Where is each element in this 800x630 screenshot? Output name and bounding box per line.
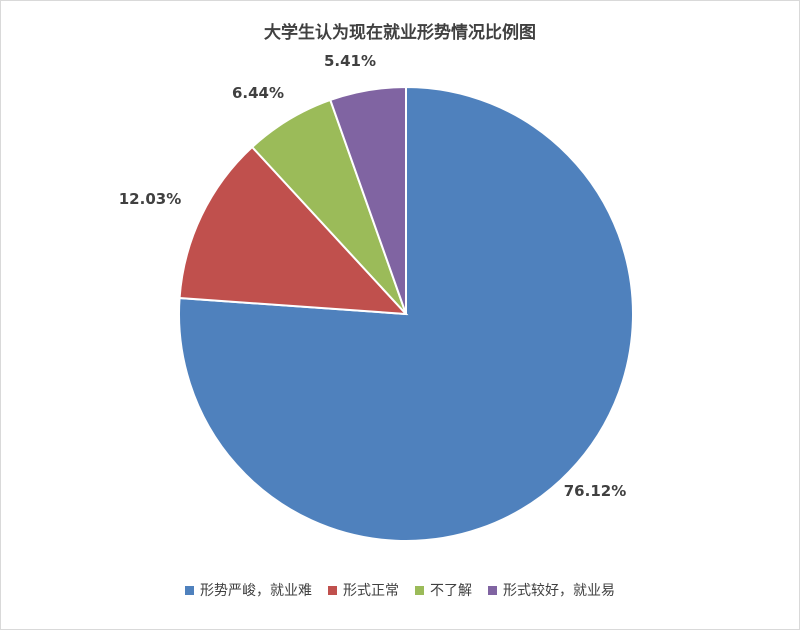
legend: 形势严峻，就业难 形式正常 不了解 形式较好，就业易: [0, 580, 800, 600]
data-label-severe: 76.12%: [564, 482, 626, 500]
pie-slice-good: [329, 85, 407, 315]
legend-item-normal: 形式正常: [328, 580, 399, 600]
chart-title: 大学生认为现在就业形势情况比例图: [264, 23, 536, 43]
legend-swatch-normal: [328, 585, 337, 595]
pie-slice-severe: [178, 85, 634, 542]
legend-swatch-unknown: [415, 585, 424, 595]
legend-label-unknown: 不了解: [430, 583, 472, 599]
pie-slice-normal: [178, 145, 409, 316]
legend-label-good: 形式较好，就业易: [503, 583, 615, 599]
legend-swatch-good: [488, 585, 497, 595]
legend-label-normal: 形式正常: [343, 583, 399, 599]
data-label-unknown: 6.44%: [232, 84, 284, 102]
legend-item-good: 形式较好，就业易: [488, 580, 615, 600]
data-label-normal: 12.03%: [119, 190, 181, 208]
legend-item-unknown: 不了解: [415, 580, 472, 600]
legend-swatch-severe: [185, 585, 194, 595]
legend-item-severe: 形势严峻，就业难: [185, 580, 312, 600]
legend-label-severe: 形势严峻，就业难: [200, 583, 312, 599]
data-label-good: 5.41%: [324, 52, 376, 70]
